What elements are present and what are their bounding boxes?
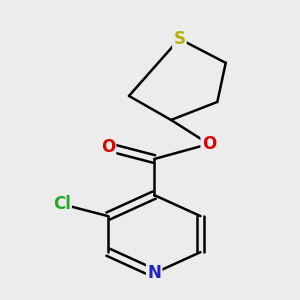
Text: Cl: Cl xyxy=(53,195,70,213)
Text: S: S xyxy=(173,30,185,48)
Text: O: O xyxy=(202,135,216,153)
Text: O: O xyxy=(101,138,115,156)
Text: N: N xyxy=(147,264,161,282)
